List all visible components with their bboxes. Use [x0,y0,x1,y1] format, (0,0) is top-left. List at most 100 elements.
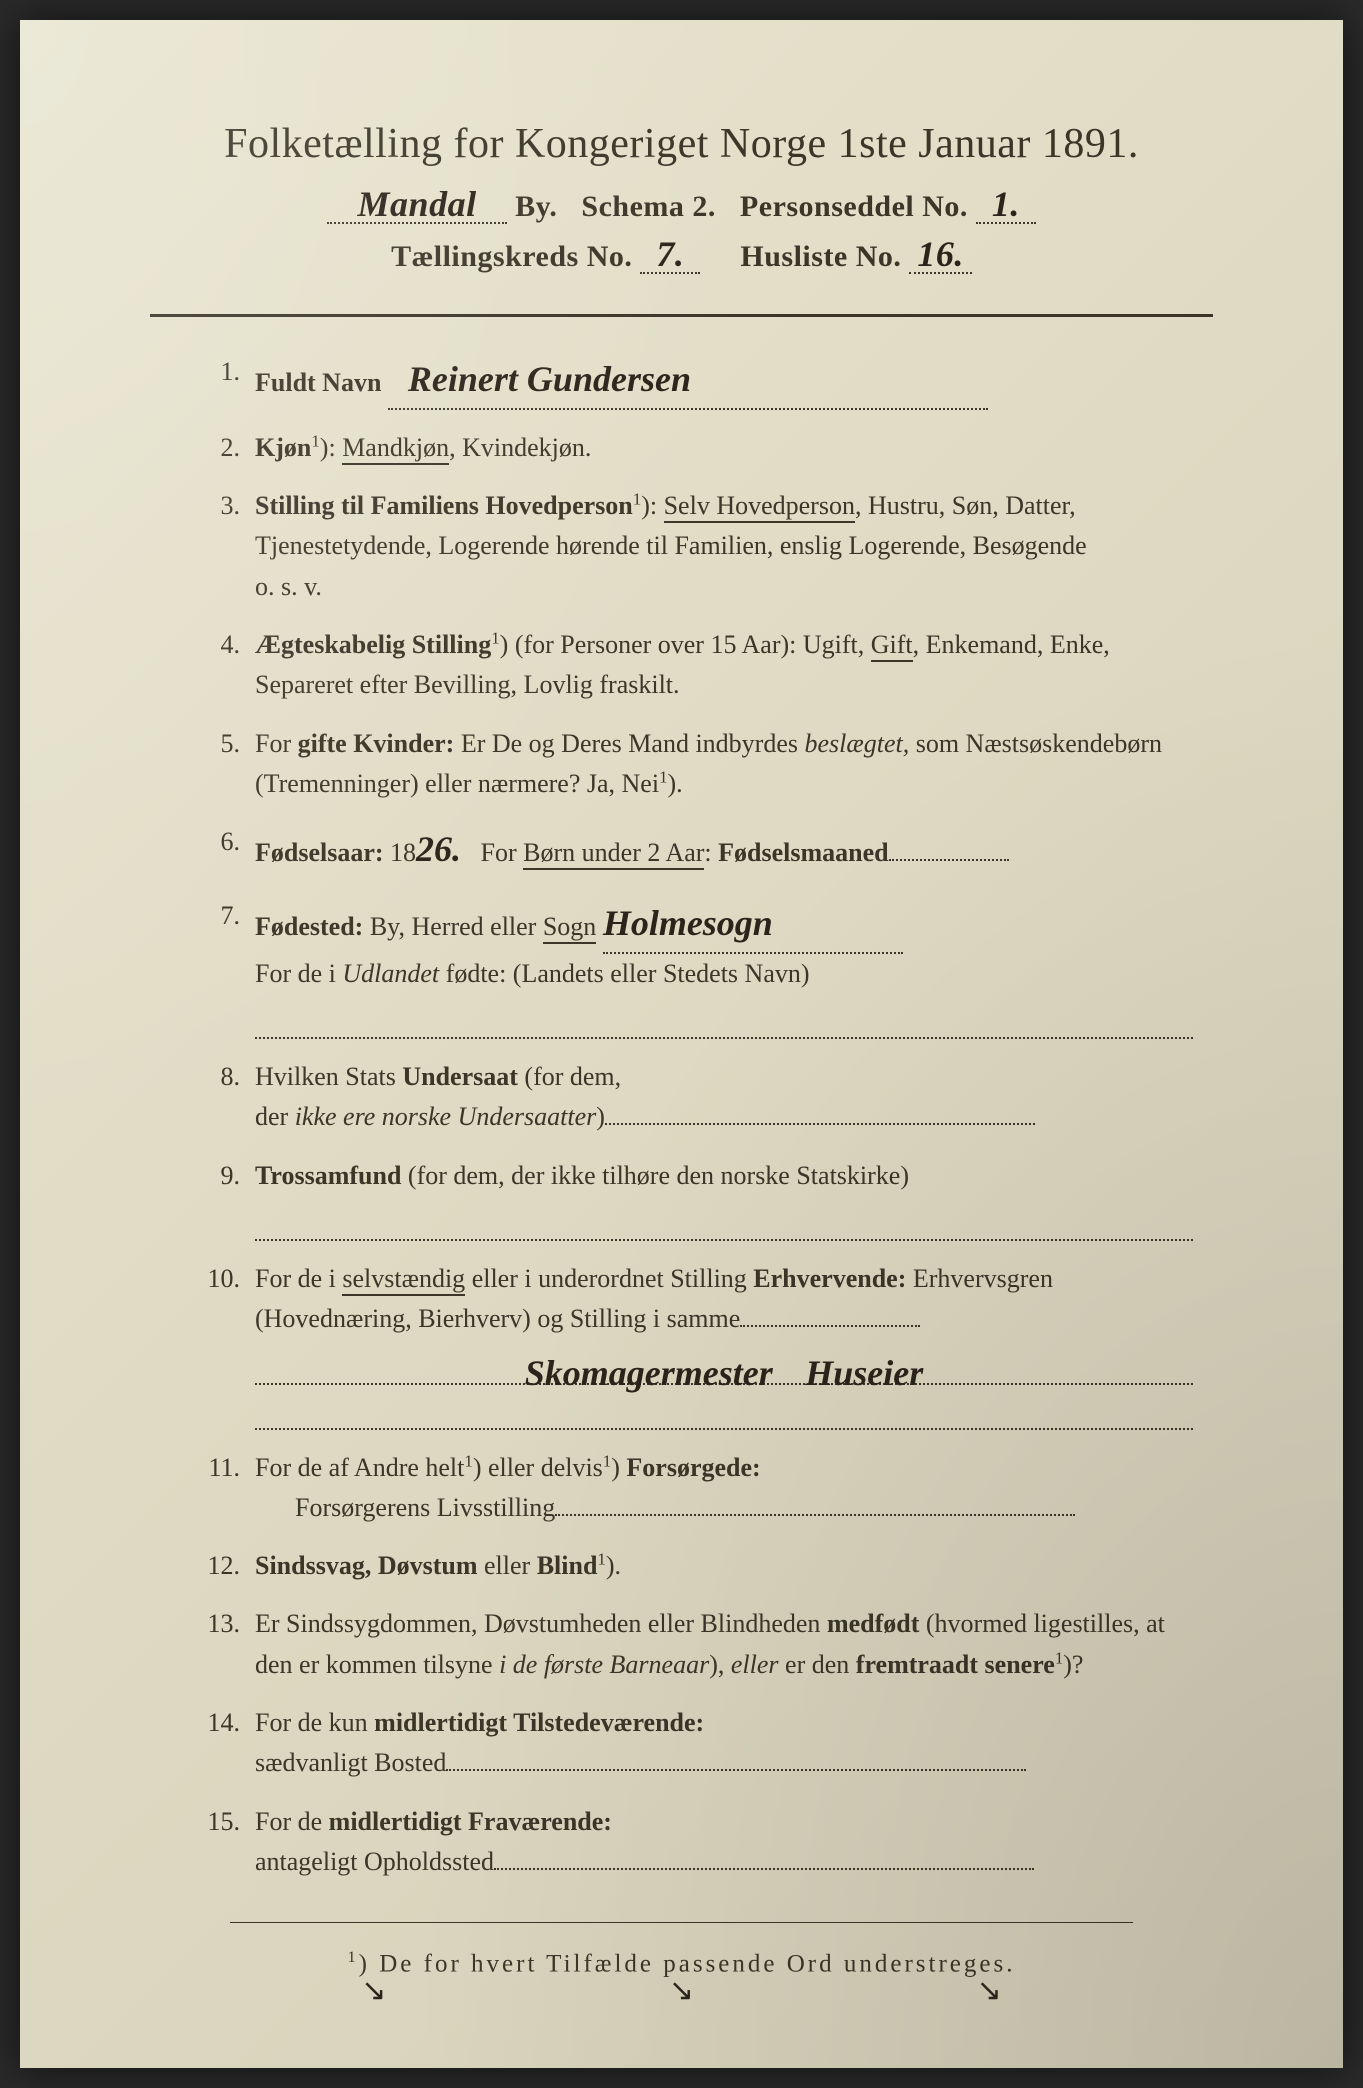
title-date: 1ste Januar 1891. [838,121,1139,167]
item-12: 12. Sindssvag, Døvstum eller Blind1). [200,1546,1193,1586]
item-13-italic2: eller [731,1650,779,1679]
item-9-a: (for dem, der ikke tilhøre den norske St… [401,1161,909,1190]
item-14-b: sædvanligt Bosted [255,1748,446,1777]
item-4-underlined: Gift [871,630,913,662]
item-14-body: For de kun midlertidigt Tilstedeværende:… [255,1703,1193,1784]
item-12-b: ). [606,1551,621,1580]
item-8: 8. Hvilken Stats Undersaat (for dem, der… [200,1057,1193,1138]
item-10-b: eller i underordnet Stilling [465,1264,753,1293]
item-8-c: der [255,1102,295,1131]
item-8-body: Hvilken Stats Undersaat (for dem, der ik… [255,1057,1193,1138]
census-form-page: Folketælling for Kongeriget Norge 1ste J… [20,20,1343,2068]
item-15-line2: antageligt Opholdssted [255,1842,1193,1882]
item-9-blank-line [255,1202,1193,1241]
city-label: By. [515,190,557,223]
item-1-label: Fuldt Navn [255,368,381,397]
item-11: 11. For de af Andre helt1) eller delvis1… [200,1448,1193,1529]
item-5-sup: 1 [659,767,667,786]
item-11-supb: 1 [603,1451,611,1470]
item-15-b: antageligt Opholdssted [255,1847,494,1876]
item-1: 1. Fuldt Navn Reinert Gundersen [200,352,1193,410]
item-7-blank-line [255,1000,1193,1039]
title-country: Norge [720,121,827,167]
item-13-c: ), [709,1650,724,1679]
tick-marks: ↘ ↘ ↘ [20,1973,1343,2008]
item-6-label: Fødselsaar: [255,838,384,867]
tick-icon: ↘ [361,1973,386,2008]
item-13-sup: 1 [1055,1648,1063,1667]
item-3-label: Stilling til Familiens Hovedperson [255,491,633,520]
item-6-under: Børn under 2 Aar [523,838,704,870]
item-14-a: For de kun [255,1708,374,1737]
item-3-body: Stilling til Familiens Hovedperson1): Se… [255,486,1193,607]
item-5-b: Er De og Deres Mand indbyrdes [454,729,804,758]
item-6-c: : [704,838,718,867]
item-13-label: medfødt [827,1609,919,1638]
personseddel-label: Personseddel No. [740,190,968,223]
item-3: 3. Stilling til Familiens Hovedperson1):… [200,486,1193,607]
item-2-label: Kjøn [255,433,311,462]
item-2-body: Kjøn1): Mandkjøn, Kvindekjøn. [255,428,1193,468]
item-7-c: fødte: (Landets eller Stedets Navn) [439,959,809,988]
item-2-underlined: Mandkjøn [342,433,449,465]
item-6: 6. Fødselsaar: 1826. For Børn under 2 Aa… [200,822,1193,878]
item-11-line2: Forsørgerens Livsstilling [255,1488,1193,1528]
item-5-a: For [255,729,298,758]
header-divider [150,314,1213,317]
item-3-sup: 1 [633,489,641,508]
footnote-sup: 1 [348,1948,359,1966]
item-12-label: Sindssvag, Døvstum [255,1551,478,1580]
item-11-num: 11. [200,1448,255,1529]
item-8-b: (for dem, [518,1062,621,1091]
item-5: 5. For gifte Kvinder: Er De og Deres Man… [200,724,1193,805]
item-12-sup: 1 [597,1549,605,1568]
kreds-no: 7. [640,236,700,274]
item-3-c: o. s. v. [255,567,1193,607]
item-7-a: By, Herred eller [363,912,543,941]
item-7-b: For de i [255,959,342,988]
city-handwritten: Mandal [327,186,507,224]
item-1-hand: Reinert Gundersen [388,352,988,410]
item-9-label: Trossamfund [255,1161,401,1190]
item-14-label: midlertidigt Tilstedeværende: [374,1708,704,1737]
item-15-num: 15. [200,1802,255,1883]
item-9-body: Trossamfund (for dem, der ikke tilhøre d… [255,1156,1193,1241]
footnote-divider [230,1922,1133,1923]
item-4-sup: 1 [491,628,499,647]
main-title: Folketælling for Kongeriget Norge 1ste J… [150,120,1213,168]
item-13-body: Er Sindssygdommen, Døvstumheden eller Bl… [255,1604,1193,1685]
item-10-label: Erhvervende: [753,1264,906,1293]
item-4-num: 4. [200,625,255,706]
item-5-d: ). [668,769,683,798]
item-10-a: For de i [255,1264,342,1293]
item-14-line2: sædvanligt Bosted [255,1743,1193,1783]
item-8-num: 8. [200,1057,255,1138]
item-13-num: 13. [200,1604,255,1685]
item-4: 4. Ægteskabelig Stilling1) (for Personer… [200,625,1193,706]
item-6-label2: Fødselsmaaned [718,838,888,867]
item-8-line2: der ikke ere norske Undersaatter) [255,1097,1193,1137]
item-3-underlined: Selv Hovedperson [664,491,855,523]
item-12-body: Sindssvag, Døvstum eller Blind1). [255,1546,1193,1586]
item-8-italic: ikke ere norske Undersaatter [295,1102,597,1131]
item-11-c: ) [611,1453,626,1482]
item-8-blank [605,1123,1035,1125]
item-2-b: , Kvindekjøn. [449,433,591,462]
item-11-d: Forsørgerens Livsstilling [295,1493,555,1522]
item-6-body: Fødselsaar: 1826. For Børn under 2 Aar: … [255,822,1193,878]
item-11-b: ) eller delvis [473,1453,603,1482]
item-10-hand-line: Skomagermester Huseier [255,1346,1193,1385]
item-1-body: Fuldt Navn Reinert Gundersen [255,352,1193,410]
item-15-blank [494,1868,1034,1870]
tick-icon: ↘ [977,1973,1002,2008]
item-11-blank [555,1514,1075,1516]
item-15-label: midlertidigt Fraværende: [329,1807,612,1836]
item-8-a: Hvilken Stats [255,1062,402,1091]
item-6-num: 6. [200,822,255,878]
item-11-a: For de af Andre helt [255,1453,464,1482]
schema-label: Schema 2. [581,190,716,223]
item-8-d: ) [596,1102,605,1131]
item-9-num: 9. [200,1156,255,1241]
item-15: 15. For de midlertidigt Fraværende: anta… [200,1802,1193,1883]
item-3-num: 3. [200,486,255,607]
